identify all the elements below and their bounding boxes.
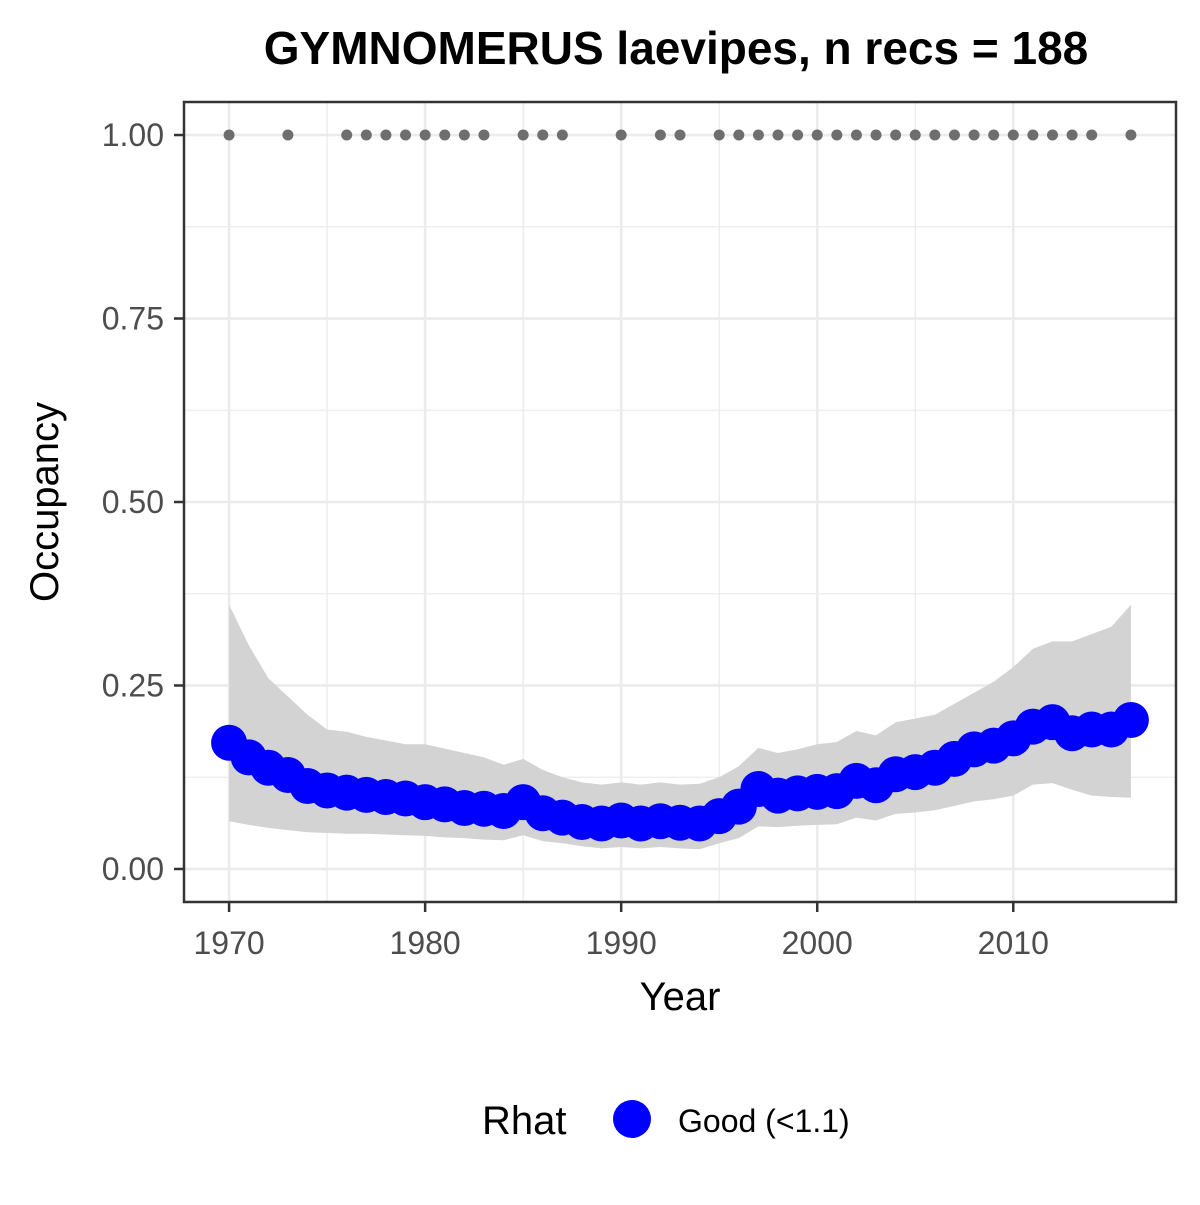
x-axis: 1970 1980 1990 2000 2010 bbox=[193, 902, 1049, 961]
record-point bbox=[811, 129, 823, 141]
record-point bbox=[988, 129, 1000, 141]
y-tick-label: 0.50 bbox=[102, 484, 164, 520]
record-point bbox=[439, 129, 451, 141]
x-tick-label: 1970 bbox=[193, 925, 264, 961]
record-points-layer bbox=[223, 129, 1137, 141]
x-axis-label: Year bbox=[640, 975, 721, 1019]
record-point bbox=[458, 129, 470, 141]
record-point bbox=[537, 129, 549, 141]
record-point bbox=[850, 129, 862, 141]
legend: Rhat Good (<1.1) bbox=[482, 1099, 850, 1143]
y-tick-label: 0.25 bbox=[102, 667, 164, 703]
record-point bbox=[870, 129, 882, 141]
record-point bbox=[1007, 129, 1019, 141]
record-point bbox=[752, 129, 764, 141]
y-tick-label: 0.00 bbox=[102, 851, 164, 887]
record-point bbox=[380, 129, 392, 141]
record-point bbox=[909, 129, 921, 141]
x-tick-label: 2010 bbox=[978, 925, 1049, 961]
record-point bbox=[968, 129, 980, 141]
record-point bbox=[831, 129, 843, 141]
record-point bbox=[400, 129, 412, 141]
y-axis: 0.00 0.25 0.50 0.75 1.00 bbox=[102, 117, 184, 887]
occupancy-points-layer bbox=[211, 701, 1149, 842]
record-point bbox=[772, 129, 784, 141]
legend-label-good: Good (<1.1) bbox=[678, 1103, 850, 1139]
record-point bbox=[948, 129, 960, 141]
record-point bbox=[360, 129, 372, 141]
record-point bbox=[792, 129, 804, 141]
chart-title: GYMNOMERUS laevipes, n recs = 188 bbox=[264, 22, 1089, 74]
record-point bbox=[1086, 129, 1098, 141]
x-tick-label: 2000 bbox=[782, 925, 853, 961]
record-point bbox=[615, 129, 627, 141]
record-point bbox=[419, 129, 431, 141]
record-point bbox=[929, 129, 941, 141]
record-point bbox=[890, 129, 902, 141]
y-tick-label: 1.00 bbox=[102, 117, 164, 153]
record-point bbox=[282, 129, 294, 141]
record-point bbox=[713, 129, 725, 141]
y-axis-label: Occupancy bbox=[23, 402, 67, 602]
record-point bbox=[1125, 129, 1137, 141]
y-tick-label: 0.75 bbox=[102, 301, 164, 337]
record-point bbox=[674, 129, 686, 141]
record-point bbox=[1027, 129, 1039, 141]
record-point bbox=[1066, 129, 1078, 141]
legend-key-good bbox=[613, 1100, 651, 1138]
record-point bbox=[517, 129, 529, 141]
record-point bbox=[556, 129, 568, 141]
record-point bbox=[341, 129, 353, 141]
x-tick-label: 1990 bbox=[586, 925, 657, 961]
occupancy-point bbox=[1112, 701, 1149, 738]
x-tick-label: 1980 bbox=[390, 925, 461, 961]
record-point bbox=[478, 129, 490, 141]
record-point bbox=[654, 129, 666, 141]
record-point bbox=[733, 129, 745, 141]
record-point bbox=[223, 129, 235, 141]
legend-title: Rhat bbox=[482, 1099, 567, 1143]
record-point bbox=[1046, 129, 1058, 141]
